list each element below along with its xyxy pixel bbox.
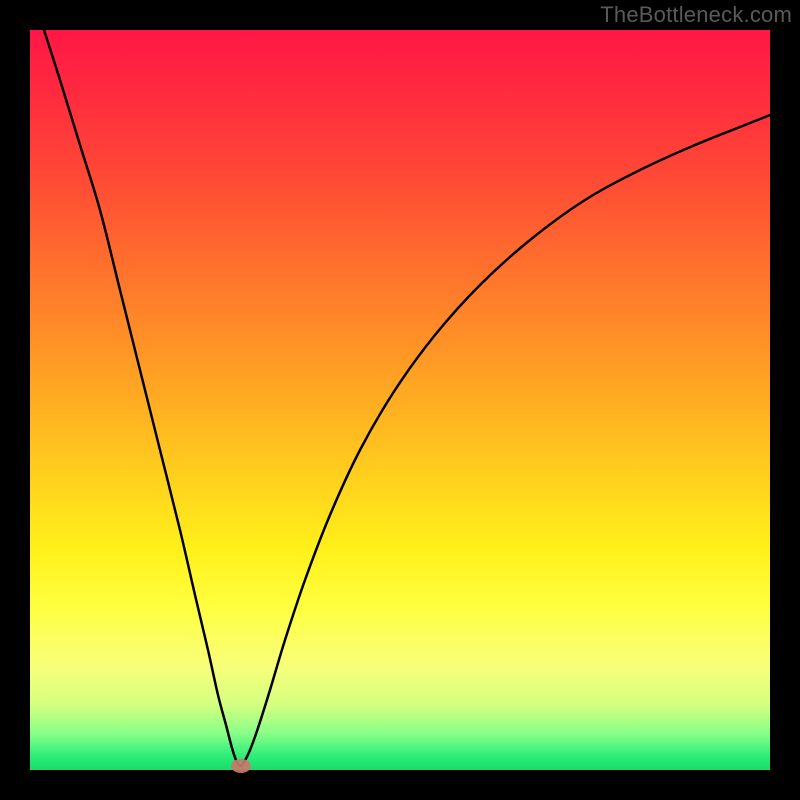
optimum-marker	[231, 759, 251, 773]
chart-root: TheBottleneck.com	[0, 0, 800, 800]
chart-canvas	[0, 0, 800, 800]
watermark-text: TheBottleneck.com	[600, 2, 792, 28]
plot-background	[30, 30, 770, 770]
